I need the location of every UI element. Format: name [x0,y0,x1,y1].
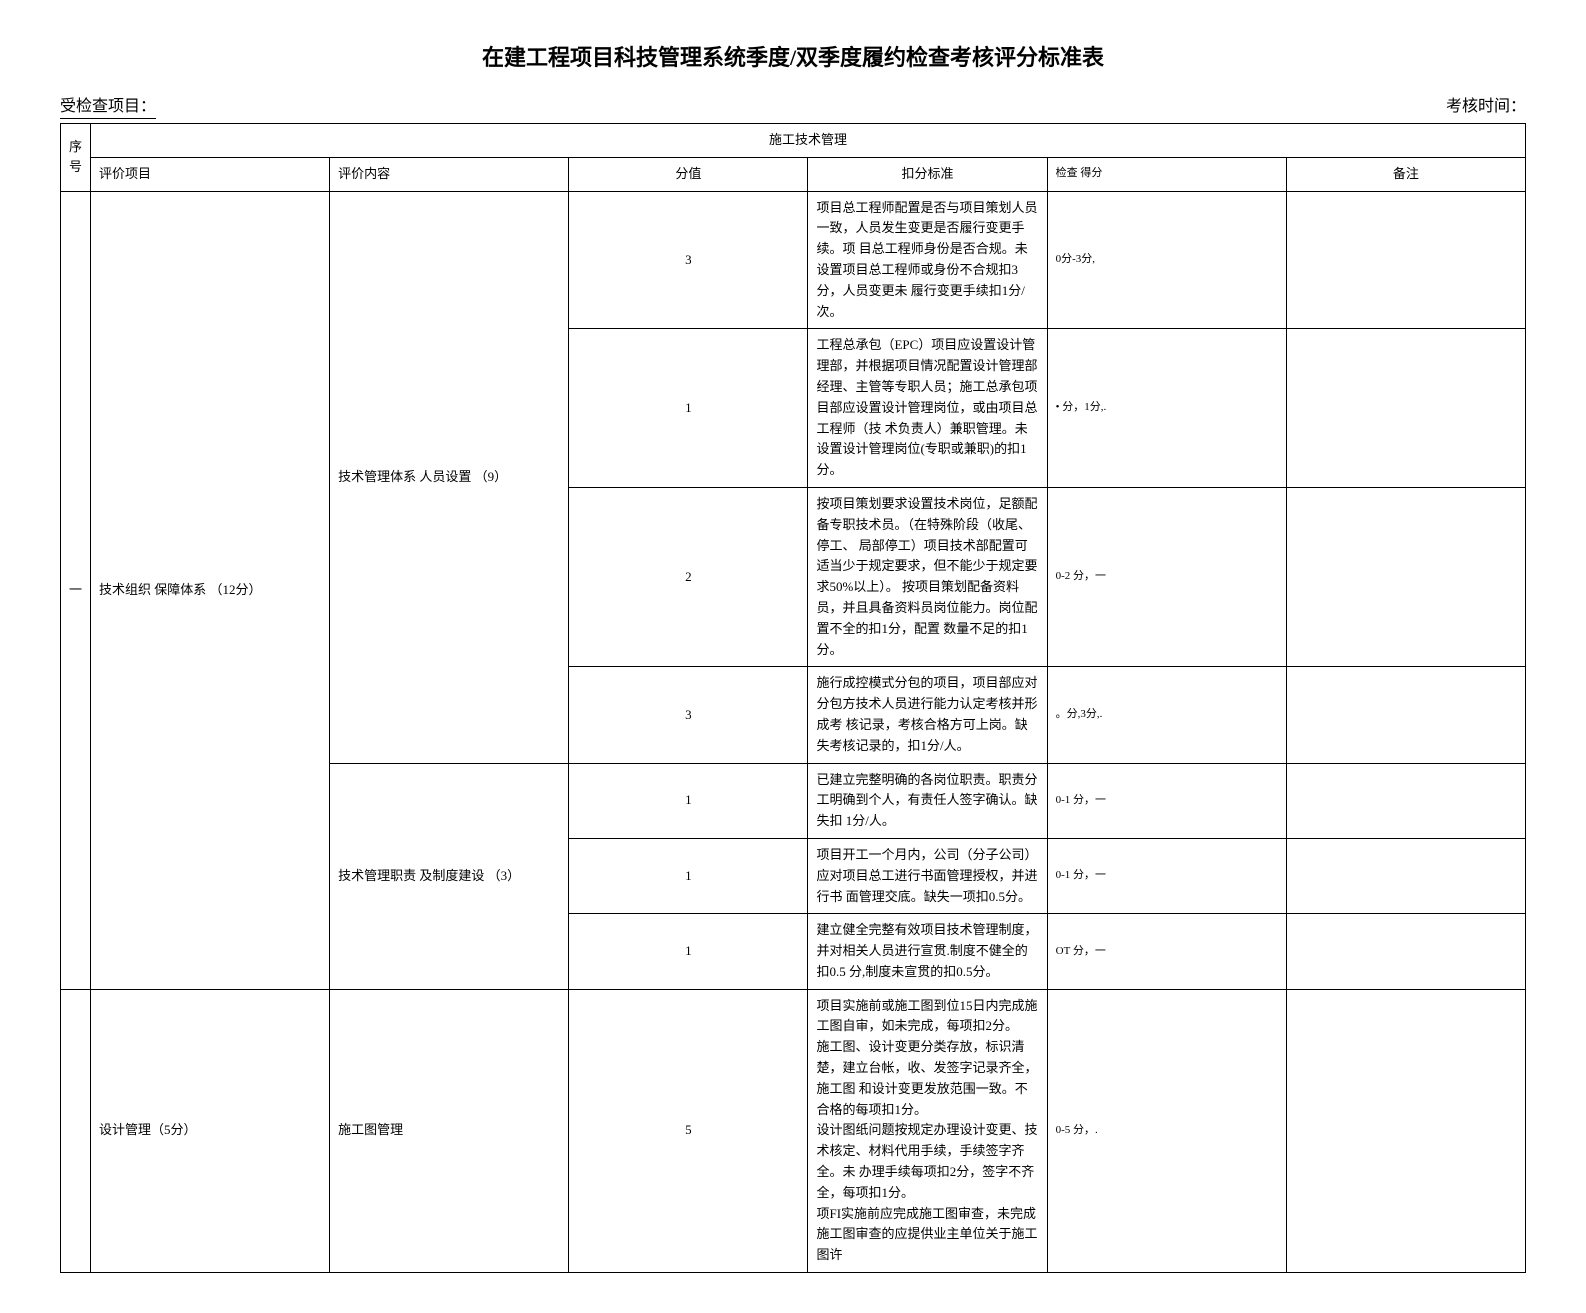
seq-cell: 一 [61,191,91,989]
eval-content-cell: 技术管理职责 及制度建设 （3） [330,763,569,989]
score-cell: 1 [569,838,808,913]
standard-cell: 项目实施前或施工图到位15日内完成施工图自审，如未完成，每项扣2分。施工图、设计… [808,989,1047,1272]
standard-cell: 已建立完整明确的各岗位职责。职责分工明确到个人，有责任人签字确认。缺失扣 1分/… [808,763,1047,838]
col-header-standard: 扣分标准 [808,157,1047,191]
main-table: 序号 施工技术管理 评价项目 评价内容 分值 扣分标准 检查 得分 备注 一技术… [60,123,1526,1273]
remark-cell [1286,989,1525,1272]
standard-cell: 项目总工程师配置是否与项目策划人员一致，人员发生变更是否履行变更手续。项 目总工… [808,191,1047,329]
check-cell: 0分-3分, [1047,191,1286,329]
check-cell: 0-1 分，一 [1047,838,1286,913]
standard-cell: 按项目策划要求设置技术岗位，足额配备专职技术员。（在特殊阶段（收尾、停工、 局部… [808,487,1047,666]
standard-cell: 施行成控模式分包的项目，项目部应对分包方技术人员进行能力认定考核并形成考 核记录… [808,667,1047,763]
check-cell: OT 分，一 [1047,914,1286,989]
header-row: 受检查项目： 考核时间： [60,92,1526,119]
standard-cell: 项目开工一个月内，公司（分子公司）应对项目总工进行书面管理授权，并进行书 面管理… [808,838,1047,913]
score-cell: 1 [569,914,808,989]
score-cell: 3 [569,667,808,763]
check-cell: 0-5 分，. [1047,989,1286,1272]
remark-cell [1286,838,1525,913]
eval-item-cell: 设计管理（5分） [91,989,330,1272]
score-cell: 2 [569,487,808,666]
remark-cell [1286,763,1525,838]
check-cell: 0-2 分，一 [1047,487,1286,666]
col-header-score: 分值 [569,157,808,191]
score-cell: 3 [569,191,808,329]
seq-cell [61,989,91,1272]
header-right-label: 考核时间： [1446,92,1526,119]
score-cell: 5 [569,989,808,1272]
page-title: 在建工程项目科技管理系统季度/双季度履约检查考核评分标准表 [60,40,1526,72]
col-header-remark: 备注 [1286,157,1525,191]
section-header: 施工技术管理 [91,124,1526,158]
remark-cell [1286,914,1525,989]
score-cell: 1 [569,329,808,488]
col-header-check: 检查 得分 [1047,157,1286,191]
check-cell: • 分，1分,. [1047,329,1286,488]
eval-content-cell: 技术管理体系 人员设置 （9） [330,191,569,763]
col-header-seq: 序号 [61,124,91,192]
eval-item-cell: 技术组织 保障体系 （12分） [91,191,330,989]
remark-cell [1286,487,1525,666]
remark-cell [1286,667,1525,763]
standard-cell: 建立健全完整有效项目技术管理制度，并对相关人员进行宣贯.制度不健全的扣0.5 分… [808,914,1047,989]
check-cell: 。分,3分,. [1047,667,1286,763]
score-cell: 1 [569,763,808,838]
remark-cell [1286,329,1525,488]
header-left-label: 受检查项目： [60,92,156,119]
col-header-eval-item: 评价项目 [91,157,330,191]
remark-cell [1286,191,1525,329]
standard-cell: 工程总承包（EPC）项目应设置设计管理部，并根据项目情况配置设计管理部经理、主管… [808,329,1047,488]
col-header-eval-content: 评价内容 [330,157,569,191]
check-cell: 0-1 分，一 [1047,763,1286,838]
eval-content-cell: 施工图管理 [330,989,569,1272]
